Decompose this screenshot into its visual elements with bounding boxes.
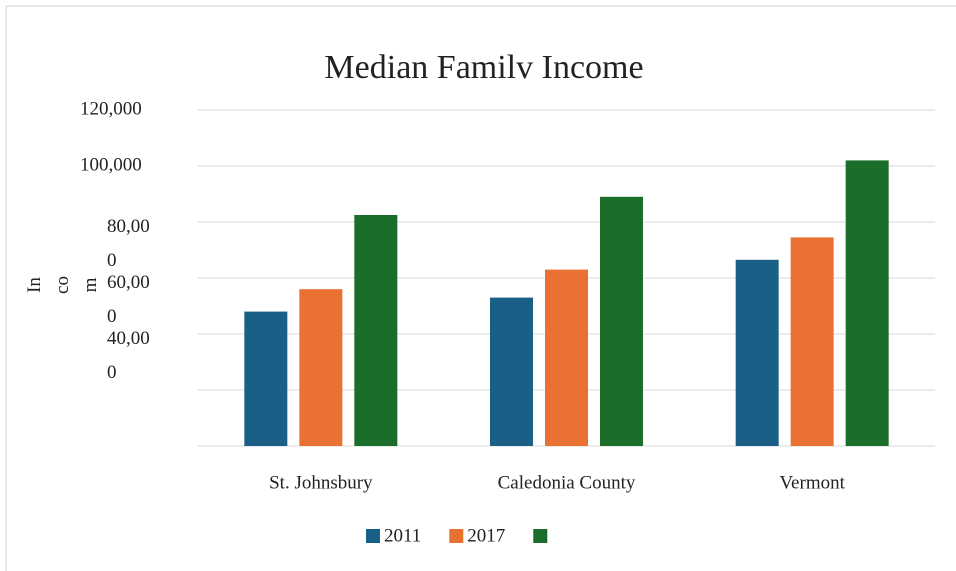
y-tick-label-line: 60,00 <box>107 272 150 293</box>
x-tick-label: Caledonia County <box>498 472 636 493</box>
bar <box>354 215 398 446</box>
bar <box>735 259 779 446</box>
y-axis-title-part: co <box>52 276 73 294</box>
bar <box>790 237 834 446</box>
legend-label: 2011 <box>384 525 421 546</box>
legend-label: 2017 <box>467 525 505 546</box>
y-tick-label-line: 0 <box>107 362 117 383</box>
y-tick-label-line: 80,00 <box>107 216 150 237</box>
y-tick-label: 120,000 <box>80 98 142 119</box>
x-tick-label: St. Johnsbury <box>269 472 373 493</box>
y-tick-label: 60,00 0 <box>107 272 150 327</box>
bar <box>490 297 533 446</box>
y-tick-label-line: 0 <box>107 306 117 327</box>
legend-swatch <box>366 529 380 543</box>
y-tick-label-line: 0 <box>107 250 117 271</box>
chart-title: Median Familv Income <box>324 49 643 86</box>
bar <box>845 160 889 446</box>
bar <box>545 269 588 446</box>
y-axis-title: In co m <box>24 276 101 294</box>
y-axis-title-part: m <box>80 277 101 292</box>
y-tick-label: 40,00 0 <box>107 328 150 383</box>
y-tick-label-line: 40,00 <box>107 328 150 349</box>
y-tick-label: 80,00 0 <box>107 216 150 271</box>
bar <box>244 311 288 446</box>
bar <box>600 196 643 446</box>
x-tick-label: Vermont <box>779 472 845 493</box>
y-tick-label: 100,000 <box>80 154 142 175</box>
y-axis-title-part: In <box>24 277 45 293</box>
legend-swatch <box>449 529 464 543</box>
legend-swatch <box>533 529 548 543</box>
bar <box>299 289 343 446</box>
